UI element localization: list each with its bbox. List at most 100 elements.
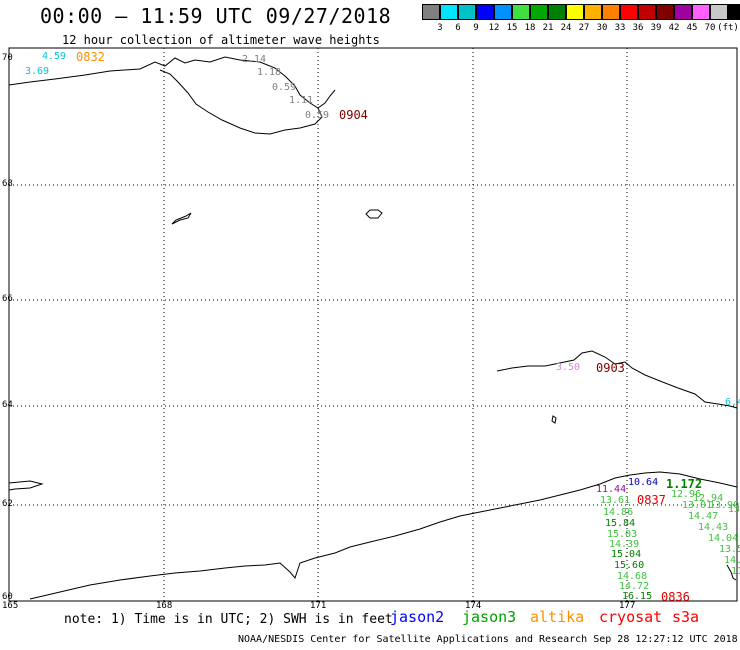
wave-height-label: 14.47 bbox=[688, 511, 719, 522]
pass-time-label: 0836 bbox=[661, 590, 690, 604]
map-subtitle: 12 hour collection of altimeter wave hei… bbox=[62, 33, 380, 47]
wave-height-label: 12.94 bbox=[693, 493, 724, 504]
coastline-far-east bbox=[726, 564, 737, 581]
color-scale-swatch bbox=[566, 4, 584, 20]
color-scale-swatch bbox=[512, 4, 530, 20]
coastline-north-east bbox=[317, 89, 336, 109]
satellite-label-jason3: jason3 bbox=[462, 608, 517, 626]
lat-label-60: 60 bbox=[2, 592, 13, 602]
color-scale-swatch bbox=[476, 4, 494, 20]
lat-label-68: 68 bbox=[2, 179, 13, 189]
color-scale-label: 6 bbox=[455, 23, 461, 33]
pass-time-label: 0903 bbox=[596, 361, 625, 375]
color-scale-label: 9 bbox=[473, 23, 479, 33]
color-scale-label: 70 bbox=[704, 23, 716, 33]
map-frame bbox=[8, 47, 738, 602]
wave-height-label: 13.61 bbox=[600, 495, 631, 506]
color-scale-swatch bbox=[422, 4, 440, 20]
wave-height-label: 0.59 bbox=[272, 82, 297, 93]
wave-height-label: 1.172 bbox=[666, 477, 703, 491]
wave-height-label: 10.64 bbox=[628, 477, 659, 488]
wave-height-label: 12.96 bbox=[671, 489, 702, 500]
coastlines bbox=[8, 56, 738, 600]
color-scale-label: 15 bbox=[506, 23, 518, 33]
lat-label-64: 64 bbox=[2, 400, 13, 410]
satellite-label-s3a: s3a bbox=[672, 608, 700, 626]
wave-height-label: 1.18 bbox=[257, 67, 282, 78]
wave-height-label: 13.5 bbox=[719, 544, 740, 555]
pass-time-label: 0832 bbox=[76, 50, 105, 64]
island-2 bbox=[365, 209, 383, 219]
lat-label-66: 66 bbox=[2, 294, 13, 304]
map-title: 00:00 – 11:59 UTC 09/27/2018 bbox=[40, 4, 392, 28]
color-scale-label: 18 bbox=[524, 23, 536, 33]
satellite-label-altika: altika bbox=[530, 608, 585, 626]
color-scale-swatch bbox=[602, 4, 620, 20]
island-3 bbox=[551, 415, 557, 424]
wave-height-label: 14.72 bbox=[619, 581, 650, 592]
wave-height-label: 15.84 bbox=[605, 518, 636, 529]
color-scale-label: 45 bbox=[686, 23, 698, 33]
graticule bbox=[9, 48, 737, 601]
color-scale-swatch bbox=[584, 4, 602, 20]
island-1 bbox=[171, 212, 192, 225]
color-scale-label: 36 bbox=[632, 23, 644, 33]
wave-height-label: 13 bbox=[728, 504, 740, 515]
coastline-north bbox=[8, 56, 323, 135]
pass-time-label: 0837 bbox=[637, 493, 666, 507]
pass-time-label: 0904 bbox=[339, 108, 368, 122]
color-scale-label: 42 bbox=[668, 23, 680, 33]
footer-note: note: 1) Time is in UTC; 2) SWH is in fe… bbox=[64, 612, 393, 627]
wave-height-label: 14. bbox=[724, 555, 740, 566]
wave-height-label: 14.68 bbox=[617, 571, 648, 582]
color-scale-swatch bbox=[728, 4, 740, 20]
wave-height-label: 13.01 bbox=[682, 500, 713, 511]
lon-label-171: 171 bbox=[310, 601, 327, 611]
wave-height-label: 11.44 bbox=[596, 484, 627, 495]
wave-height-label: 11 bbox=[731, 566, 740, 577]
color-scale-swatch bbox=[494, 4, 512, 20]
lon-label-174: 174 bbox=[465, 601, 482, 611]
wave-height-label: 15.03 bbox=[607, 529, 638, 540]
color-scale-label: 39 bbox=[650, 23, 662, 33]
lon-label-165: 165 bbox=[2, 601, 19, 611]
wave-height-label: 13.90 bbox=[709, 500, 740, 511]
color-scale-label: 30 bbox=[596, 23, 608, 33]
color-scale-label: 33 bbox=[614, 23, 626, 33]
coastline-west bbox=[8, 480, 44, 491]
coastline-south bbox=[29, 471, 738, 600]
wave-height-label: 6.4 bbox=[725, 397, 740, 408]
color-scale-swatch bbox=[458, 4, 476, 20]
color-scale-label: (ft) bbox=[717, 23, 739, 33]
wave-height-label: 14.04 bbox=[708, 533, 739, 544]
wave-height-label: 14.43 bbox=[698, 522, 729, 533]
wave-height-label: 3.50 bbox=[556, 362, 581, 373]
color-scale-label: 27 bbox=[578, 23, 590, 33]
lat-label-70: 70 bbox=[2, 53, 13, 63]
lon-label-168: 168 bbox=[156, 601, 173, 611]
color-scale-label: 21 bbox=[542, 23, 554, 33]
coastline-chukotka bbox=[496, 350, 738, 409]
credit-line: NOAA/NESDIS Center for Satellite Applica… bbox=[238, 634, 738, 645]
color-scale-label: 3 bbox=[437, 23, 443, 33]
color-scale-swatch bbox=[548, 4, 566, 20]
color-scale-swatch bbox=[638, 4, 656, 20]
wave-height-label: 15.60 bbox=[614, 560, 645, 571]
wave-height-label: 14.86 bbox=[603, 507, 634, 518]
color-scale-swatch bbox=[530, 4, 548, 20]
color-scale-label: 12 bbox=[488, 23, 500, 33]
lon-label-177: 177 bbox=[619, 601, 636, 611]
wave-height-label: 0.59 bbox=[305, 110, 330, 121]
satellite-label-jason2: jason2 bbox=[390, 608, 445, 626]
color-scale-swatch bbox=[620, 4, 638, 20]
color-scale-swatch bbox=[440, 4, 458, 20]
wave-height-label: 16.15 bbox=[622, 591, 653, 602]
color-scale-swatch bbox=[710, 4, 728, 20]
color-scale-swatch bbox=[674, 4, 692, 20]
satellite-label-cryosat: cryosat bbox=[599, 608, 663, 626]
color-scale-swatch bbox=[656, 4, 674, 20]
wave-height-label: 15.04 bbox=[611, 549, 642, 560]
lat-label-62: 62 bbox=[2, 499, 13, 509]
wave-height-label: 2.14 bbox=[242, 54, 267, 65]
